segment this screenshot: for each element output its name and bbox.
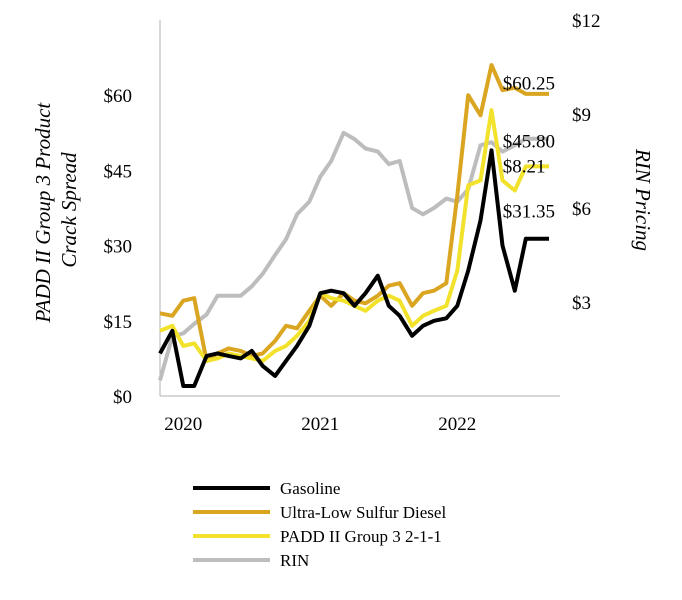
series-line-gasoline xyxy=(158,148,549,388)
y-tick-label: $15 xyxy=(104,312,133,333)
x-tick-label: 2022 xyxy=(438,414,476,435)
y-axis-label-line2: Crack Spread xyxy=(57,152,81,268)
plot-area xyxy=(159,20,560,397)
legend-label: Ultra-Low Sulfur Diesel xyxy=(280,503,446,522)
legend-label: PADD II Group 3 2-1-1 xyxy=(280,527,442,546)
y-tick-label: $60 xyxy=(104,86,133,107)
x-tick-label: 2020 xyxy=(164,414,202,435)
y-tick-label: $0 xyxy=(113,387,132,408)
series-line-rin xyxy=(158,130,549,381)
legend: Gasoline Ultra-Low Sulfur Diesel PADD II G… xyxy=(193,479,446,570)
y-tick-labels: $0 $15 $30 $45 $60 xyxy=(104,86,133,408)
series-lines xyxy=(158,63,549,388)
y2-tick-label: $9 xyxy=(572,105,591,126)
series-line-padd-ii-group-3-2-1-1 xyxy=(159,108,549,363)
y-axis-label-line1: PADD II Group 3 Product xyxy=(31,102,55,324)
x-tick-label: 2021 xyxy=(301,414,339,435)
value-annotation: $60.25 xyxy=(503,74,555,95)
y-axis-label: PADD II Group 3 Product Crack Spread xyxy=(31,98,81,324)
annotations: $60.25 $45.80 $8.21 $31.35 xyxy=(503,74,555,223)
y2-axis-label: RIN Pricing xyxy=(631,148,655,251)
legend-label: Gasoline xyxy=(280,479,340,498)
legend-label: RIN xyxy=(280,551,309,570)
value-annotation: $31.35 xyxy=(503,202,555,223)
value-annotation: $45.80 xyxy=(503,131,555,152)
value-annotation: $8.21 xyxy=(503,156,546,177)
x-tick-labels: 2020 2021 2022 xyxy=(164,414,476,435)
y-tick-label: $45 xyxy=(104,161,133,182)
series-line-ultra-low-sulfur-diesel xyxy=(159,63,549,363)
y2-tick-label: $6 xyxy=(572,199,591,220)
y-tick-label: $30 xyxy=(104,237,133,258)
y2-tick-label: $12 xyxy=(572,11,601,32)
y2-tick-label: $3 xyxy=(572,293,591,314)
y2-tick-labels: $3 $6 $9 $12 xyxy=(572,11,601,314)
